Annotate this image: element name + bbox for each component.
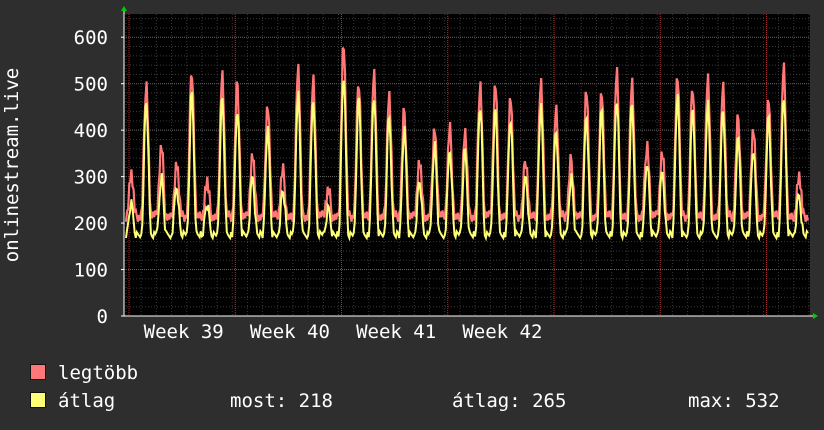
series-area xyxy=(124,47,809,242)
x-tick-label: Week 42 xyxy=(462,321,542,343)
legend-swatch-legtobb xyxy=(30,364,46,380)
legend-item-atlag: átlag xyxy=(30,390,115,412)
legend-label-atlag: átlag xyxy=(58,390,116,412)
legend-swatch-atlag xyxy=(30,392,46,408)
y-tick-labels: 0 100 200 300 400 500 600 xyxy=(74,27,124,328)
axes xyxy=(121,6,818,319)
y-axis-arrow xyxy=(121,6,127,11)
x-tick-label: Week 41 xyxy=(356,321,436,343)
x-axis-arrow xyxy=(813,313,818,319)
legend-label-legtobb: legtöbb xyxy=(58,362,139,384)
y-tick-label: 600 xyxy=(74,27,108,49)
y-tick-label: 500 xyxy=(74,74,108,96)
x-tick-label: Week 40 xyxy=(250,321,330,343)
stat-max: max: 532 xyxy=(688,390,780,412)
stat-most: most: 218 xyxy=(230,390,333,412)
y-tick-label: 0 xyxy=(97,306,108,328)
y-axis-label: onlinestream.live xyxy=(1,67,23,263)
x-tick-labels: Week 39 Week 40 Week 41 Week 42 xyxy=(144,321,543,343)
x-tick-label: Week 39 xyxy=(144,321,224,343)
y-tick-label: 400 xyxy=(74,120,108,142)
legend-item-legtobb: legtöbb xyxy=(30,362,138,384)
y-tick-label: 100 xyxy=(74,260,108,282)
y-tick-label: 200 xyxy=(74,213,108,235)
y-tick-label: 300 xyxy=(74,167,108,189)
stat-atlag: átlag: 265 xyxy=(452,390,567,412)
series-atlag xyxy=(125,80,809,242)
